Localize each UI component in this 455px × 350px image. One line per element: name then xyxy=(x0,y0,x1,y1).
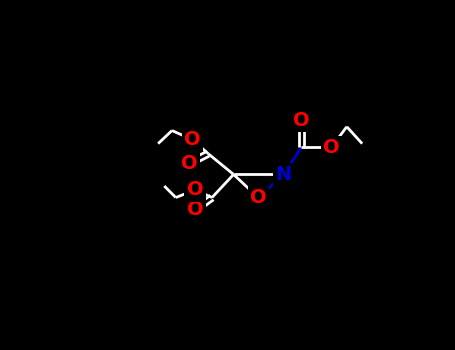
Text: O: O xyxy=(250,188,267,207)
Text: O: O xyxy=(187,180,203,199)
Text: O: O xyxy=(293,111,310,130)
Text: O: O xyxy=(323,138,340,157)
Text: O: O xyxy=(181,154,197,173)
Text: O: O xyxy=(184,130,201,149)
Text: O: O xyxy=(187,200,203,219)
Text: N: N xyxy=(275,165,292,184)
